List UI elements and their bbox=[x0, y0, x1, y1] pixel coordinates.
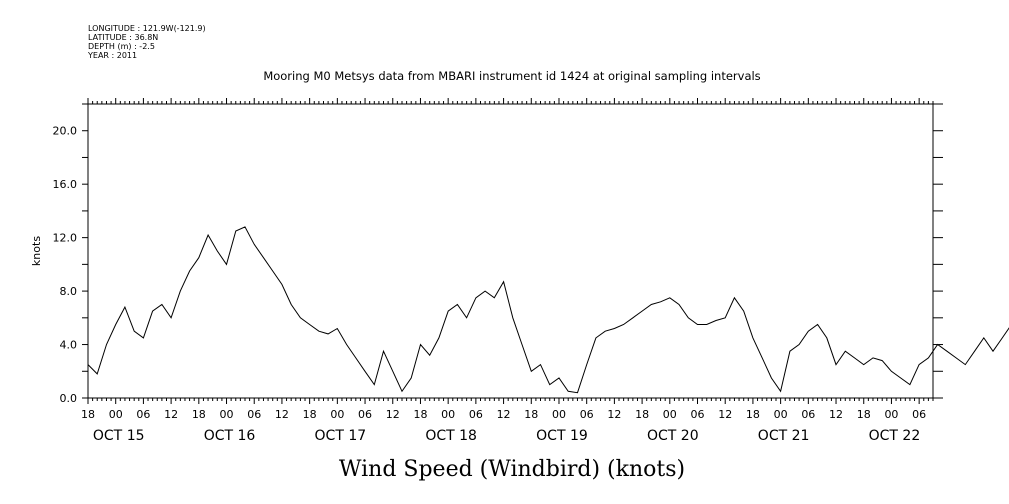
x-date-label: OCT 19 bbox=[536, 428, 588, 444]
x-hour-label: 06 bbox=[801, 408, 815, 421]
y-tick-labels: 0.0 4.0 8.0 12.0 16.0 20.0 bbox=[53, 125, 78, 405]
x-hour-label: 18 bbox=[524, 408, 538, 421]
x-hour-label: 18 bbox=[303, 408, 317, 421]
x-hour-label: 18 bbox=[857, 408, 871, 421]
x-hour-label: 06 bbox=[136, 408, 150, 421]
plot-frame bbox=[87, 103, 934, 399]
y-tick-label: 4.0 bbox=[60, 339, 78, 352]
y-tick-label: 0.0 bbox=[60, 392, 78, 405]
x-hour-label: 12 bbox=[829, 408, 843, 421]
x-hour-label: 06 bbox=[358, 408, 372, 421]
x-hour-label: 12 bbox=[275, 408, 289, 421]
x-date-label: OCT 16 bbox=[204, 428, 256, 444]
x-tick-labels: 18 00 06 12 18 00 06 12 18 00 06 12 18 00 06 12 18 00 06 12… bbox=[81, 408, 926, 444]
x-hour-label: 00 bbox=[663, 408, 677, 421]
x-hour-label: 06 bbox=[912, 408, 926, 421]
x-hour-label: 00 bbox=[109, 408, 123, 421]
x-date-label: OCT 22 bbox=[869, 428, 921, 444]
series-line-wind-speed bbox=[87, 226, 1009, 394]
x-date-label: OCT 15 bbox=[93, 428, 145, 444]
chart-title: Mooring M0 Metsys data from MBARI instru… bbox=[263, 69, 760, 83]
y-tick-label: 12.0 bbox=[53, 232, 78, 245]
x-hour-label: 06 bbox=[580, 408, 594, 421]
x-hour-label: 00 bbox=[441, 408, 455, 421]
x-hour-label: 00 bbox=[330, 408, 344, 421]
depth-label: DEPTH (m) : -2.5 bbox=[88, 42, 155, 51]
y-tick-label: 20.0 bbox=[53, 125, 78, 138]
x-hour-label: 06 bbox=[691, 408, 705, 421]
x-hour-label: 12 bbox=[607, 408, 621, 421]
x-hour-label: 00 bbox=[774, 408, 788, 421]
x-hour-label: 06 bbox=[247, 408, 261, 421]
y-axis-label: knots bbox=[30, 236, 43, 266]
x-date-label: OCT 20 bbox=[647, 428, 699, 444]
y-tick-label: 8.0 bbox=[60, 285, 78, 298]
x-hour-label: 18 bbox=[81, 408, 95, 421]
x-hour-label: 12 bbox=[164, 408, 178, 421]
x-hour-label: 18 bbox=[746, 408, 760, 421]
x-hour-label: 06 bbox=[469, 408, 483, 421]
axis-ticks bbox=[82, 98, 943, 404]
x-date-label: OCT 17 bbox=[315, 428, 367, 444]
longitude-label: LONGITUDE : 121.9W(-121.9) bbox=[88, 24, 206, 33]
x-hour-label: 12 bbox=[718, 408, 732, 421]
x-hour-label: 00 bbox=[552, 408, 566, 421]
x-hour-label: 12 bbox=[386, 408, 400, 421]
x-hour-label: 12 bbox=[497, 408, 511, 421]
x-hour-label: 18 bbox=[635, 408, 649, 421]
x-hour-label: 00 bbox=[884, 408, 898, 421]
x-date-label: OCT 18 bbox=[425, 428, 477, 444]
x-hour-label: 18 bbox=[413, 408, 427, 421]
x-date-label: OCT 21 bbox=[758, 428, 810, 444]
latitude-label: LATITUDE : 36.8N bbox=[88, 33, 158, 42]
x-hour-label: 00 bbox=[220, 408, 234, 421]
year-label: YEAR : 2011 bbox=[87, 51, 137, 60]
x-axis-title: Wind Speed (Windbird) (knots) bbox=[339, 457, 685, 482]
y-tick-label: 16.0 bbox=[53, 178, 78, 191]
x-hour-label: 18 bbox=[192, 408, 206, 421]
